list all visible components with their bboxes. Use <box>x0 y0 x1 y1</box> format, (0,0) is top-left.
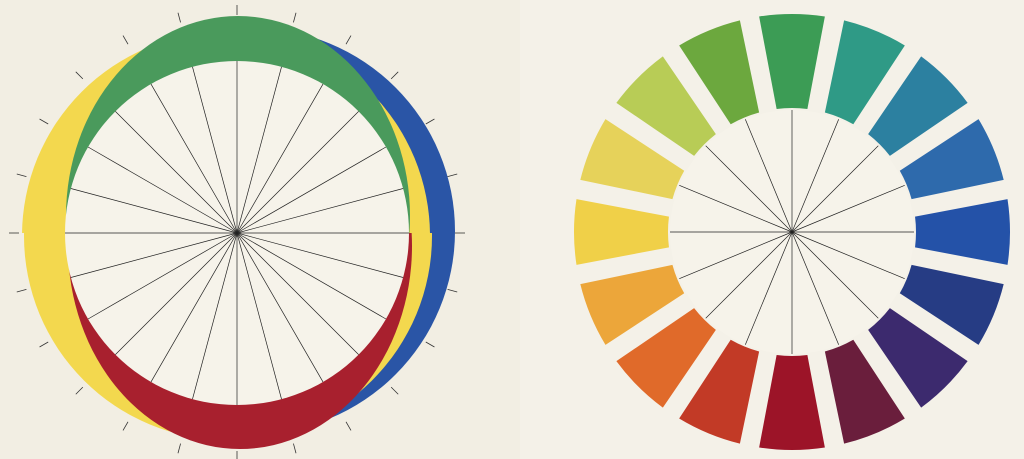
spoke <box>87 146 238 234</box>
spoke <box>791 231 905 280</box>
color-segment <box>580 264 685 345</box>
tick <box>177 443 181 454</box>
spoke <box>115 232 238 355</box>
color-segment <box>824 339 905 444</box>
color-segment <box>759 13 825 109</box>
spoke <box>115 111 238 234</box>
tick <box>122 421 129 431</box>
color-segment <box>679 20 760 125</box>
tick <box>75 386 84 395</box>
spoke <box>791 119 840 233</box>
spoke <box>791 145 879 233</box>
tick <box>293 443 297 454</box>
tick <box>39 341 49 348</box>
spoke <box>236 188 404 234</box>
spoke <box>192 66 238 234</box>
tick <box>425 118 435 125</box>
tick <box>39 118 49 125</box>
spoke <box>791 231 840 345</box>
tick <box>447 289 458 293</box>
spoke <box>236 232 387 320</box>
spoke <box>236 83 324 234</box>
spoke <box>70 188 238 234</box>
spoke <box>236 66 282 234</box>
spoke <box>87 232 238 320</box>
color-segment <box>868 56 968 156</box>
tick <box>16 289 27 293</box>
tick <box>16 173 27 177</box>
color-segment <box>915 199 1011 265</box>
spoke <box>679 184 793 233</box>
tick <box>122 35 129 45</box>
color-segment <box>899 119 1004 200</box>
color-segment <box>573 199 669 265</box>
tick <box>425 341 435 348</box>
spoke <box>150 83 238 234</box>
color-segment <box>616 308 716 408</box>
tick <box>293 12 297 23</box>
color-segment <box>759 355 825 451</box>
spoke <box>236 111 359 234</box>
spoke <box>236 146 387 234</box>
spoke <box>236 232 324 383</box>
color-segment <box>868 308 968 408</box>
spoke <box>705 145 793 233</box>
spoke <box>679 231 793 280</box>
color-segment <box>580 119 685 200</box>
segment-wheel <box>573 13 1011 451</box>
spoke <box>192 232 238 400</box>
spoke <box>236 232 282 400</box>
spoke <box>791 184 905 233</box>
spoke <box>791 231 879 319</box>
tick <box>447 173 458 177</box>
color-segment <box>679 339 760 444</box>
spoke <box>236 232 359 355</box>
tick <box>75 71 84 80</box>
spoke <box>70 232 238 278</box>
color-segment <box>616 56 716 156</box>
spoke <box>236 232 404 278</box>
spoke <box>744 119 793 233</box>
spoke <box>744 231 793 345</box>
tick <box>345 421 352 431</box>
crescent-wheel <box>9 5 465 459</box>
color-segment <box>899 264 1004 345</box>
tick <box>345 35 352 45</box>
color-segment <box>824 20 905 125</box>
spoke <box>150 232 238 383</box>
tick <box>390 386 399 395</box>
tick <box>390 71 399 80</box>
tick <box>177 12 181 23</box>
spoke <box>705 231 793 319</box>
